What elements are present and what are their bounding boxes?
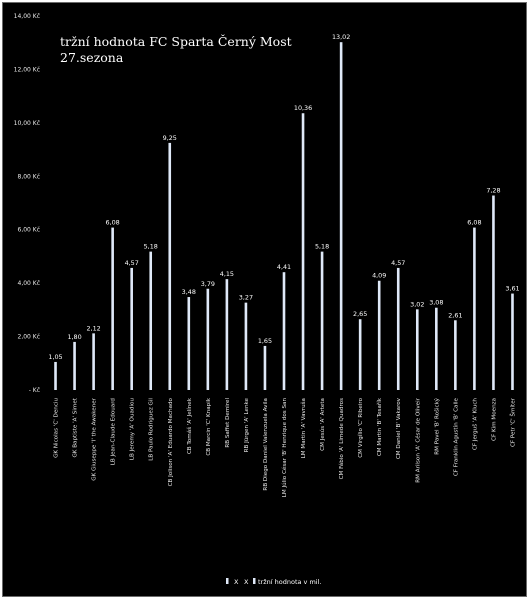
- category-label: CB Marcin 'C' Knapik: [206, 397, 212, 455]
- bar: [244, 302, 248, 390]
- category-label: LB Jeremy 'A' Ouadiou: [130, 398, 136, 461]
- data-label: 6,08: [106, 219, 120, 227]
- bar: [282, 272, 286, 390]
- data-label: 3,61: [505, 285, 519, 293]
- bar: [358, 319, 362, 390]
- data-label: 1,80: [67, 333, 81, 341]
- category-label: CM Daniel 'B' Vakarov: [396, 397, 402, 459]
- data-label: 9,25: [163, 134, 177, 142]
- category-label: LB Paulo Rodriguez Gil: [149, 398, 155, 461]
- bar: [92, 333, 95, 390]
- bar: [206, 288, 210, 390]
- y-tick-label: 8,00 Kč: [18, 173, 41, 180]
- bar: [130, 267, 133, 390]
- data-label: 4,41: [277, 263, 291, 271]
- bar: [149, 251, 153, 390]
- y-tick-label: 14,00 Kč: [14, 13, 40, 20]
- category-label: CB Jolison 'A' Eduardo Machado: [168, 397, 174, 486]
- y-tick-label: 4,00 Kč: [18, 280, 41, 287]
- category-label: LM Martin 'A' Vavruša: [300, 398, 307, 458]
- bar: [168, 142, 172, 390]
- y-tick-label: 6,00 Kč: [18, 227, 41, 234]
- data-label: 7,28: [486, 187, 500, 195]
- chart-title: tržní hodnota FC Sparta Černý Most: [60, 33, 292, 49]
- bar: [73, 341, 76, 390]
- data-label: 10,36: [294, 104, 312, 112]
- bar: [435, 307, 438, 390]
- data-label: 3,02: [410, 300, 424, 308]
- data-label: 3,27: [239, 294, 253, 302]
- data-label: 4,57: [391, 259, 405, 267]
- data-label: 4,15: [220, 270, 234, 278]
- category-label: RB Jürgen 'A' Lenke: [244, 397, 250, 452]
- category-label: RB Diego Daniel Valenzuela Avila: [263, 398, 269, 491]
- y-tick-label: 2,00 Kč: [18, 334, 41, 341]
- data-label: 13,02: [332, 33, 350, 41]
- bar: [377, 280, 381, 390]
- category-label: LB Jean-Claude Edouard: [111, 398, 117, 466]
- bar: [187, 297, 191, 390]
- bar: [454, 320, 457, 390]
- bar: [301, 113, 305, 391]
- data-label: 4,57: [125, 259, 139, 267]
- category-label: CF Franklin Agustín 'B' Calle: [452, 397, 459, 476]
- category-label: GK Nicolas 'C' Denciu: [54, 398, 60, 458]
- category-label: CM Jesús 'A' Arteta: [319, 398, 326, 451]
- data-label: 2,65: [353, 310, 367, 318]
- category-label: CF Kim Moenza: [491, 398, 497, 441]
- data-label: 5,18: [315, 243, 329, 251]
- category-label: CM Virgílio 'C' Ribeiro: [357, 397, 364, 457]
- category-label: CM Martin 'B' Tesařík: [376, 397, 383, 456]
- data-label: 3,79: [201, 280, 215, 288]
- category-label: CB Tomáš 'A' Jelínek: [186, 397, 193, 454]
- y-tick-label: - Kč: [29, 387, 40, 394]
- legend-swatch: [253, 578, 256, 584]
- category-label: CM Fábio 'A' Limede Quadros: [338, 398, 345, 479]
- data-label: 2,12: [86, 324, 100, 332]
- data-label: 1,05: [48, 353, 62, 361]
- bar: [54, 361, 57, 390]
- category-label: LM Júlio César 'B' Henrique dos San: [281, 398, 288, 498]
- legend-marker: X: [234, 578, 239, 586]
- bar: [339, 42, 343, 391]
- bar: [263, 345, 267, 390]
- category-label: CF Petr 'C' Šmíter: [509, 397, 516, 447]
- legend-marker: X: [244, 578, 249, 586]
- bar: [320, 251, 324, 390]
- data-label: 3,08: [429, 299, 443, 307]
- data-label: 5,18: [144, 243, 158, 251]
- data-label: 1,65: [258, 337, 272, 345]
- bar: [492, 195, 495, 390]
- bar: [225, 279, 229, 390]
- data-label: 3,48: [182, 288, 196, 296]
- bar: [415, 309, 419, 390]
- data-label: 2,61: [448, 311, 462, 319]
- bar: [111, 227, 114, 390]
- category-label: RB Saffet Demirel: [225, 398, 231, 448]
- y-tick-label: 10,00 Kč: [14, 120, 40, 127]
- data-label: 6,08: [467, 219, 481, 227]
- legend-series-name: tržní hodnota v mil.: [258, 578, 321, 586]
- category-label: CF Jerguš 'A' Kluch: [471, 398, 478, 451]
- category-label: RM Pavel 'B' Rošický: [433, 397, 440, 454]
- y-tick-label: 12,00 Kč: [14, 66, 40, 73]
- category-label: GK Giuseppe 'I' the Awakener: [92, 397, 98, 480]
- bar: [396, 267, 400, 390]
- chart-subtitle: 27.sezona: [60, 50, 124, 65]
- category-label: RM Arilson 'A' César de Oliveir: [414, 397, 421, 482]
- data-label: 4,09: [372, 272, 386, 280]
- legend-swatch: [226, 578, 229, 584]
- bar: [473, 227, 476, 390]
- bar: [511, 293, 514, 390]
- category-label: GK Baptiste 'A' Simet: [73, 397, 79, 457]
